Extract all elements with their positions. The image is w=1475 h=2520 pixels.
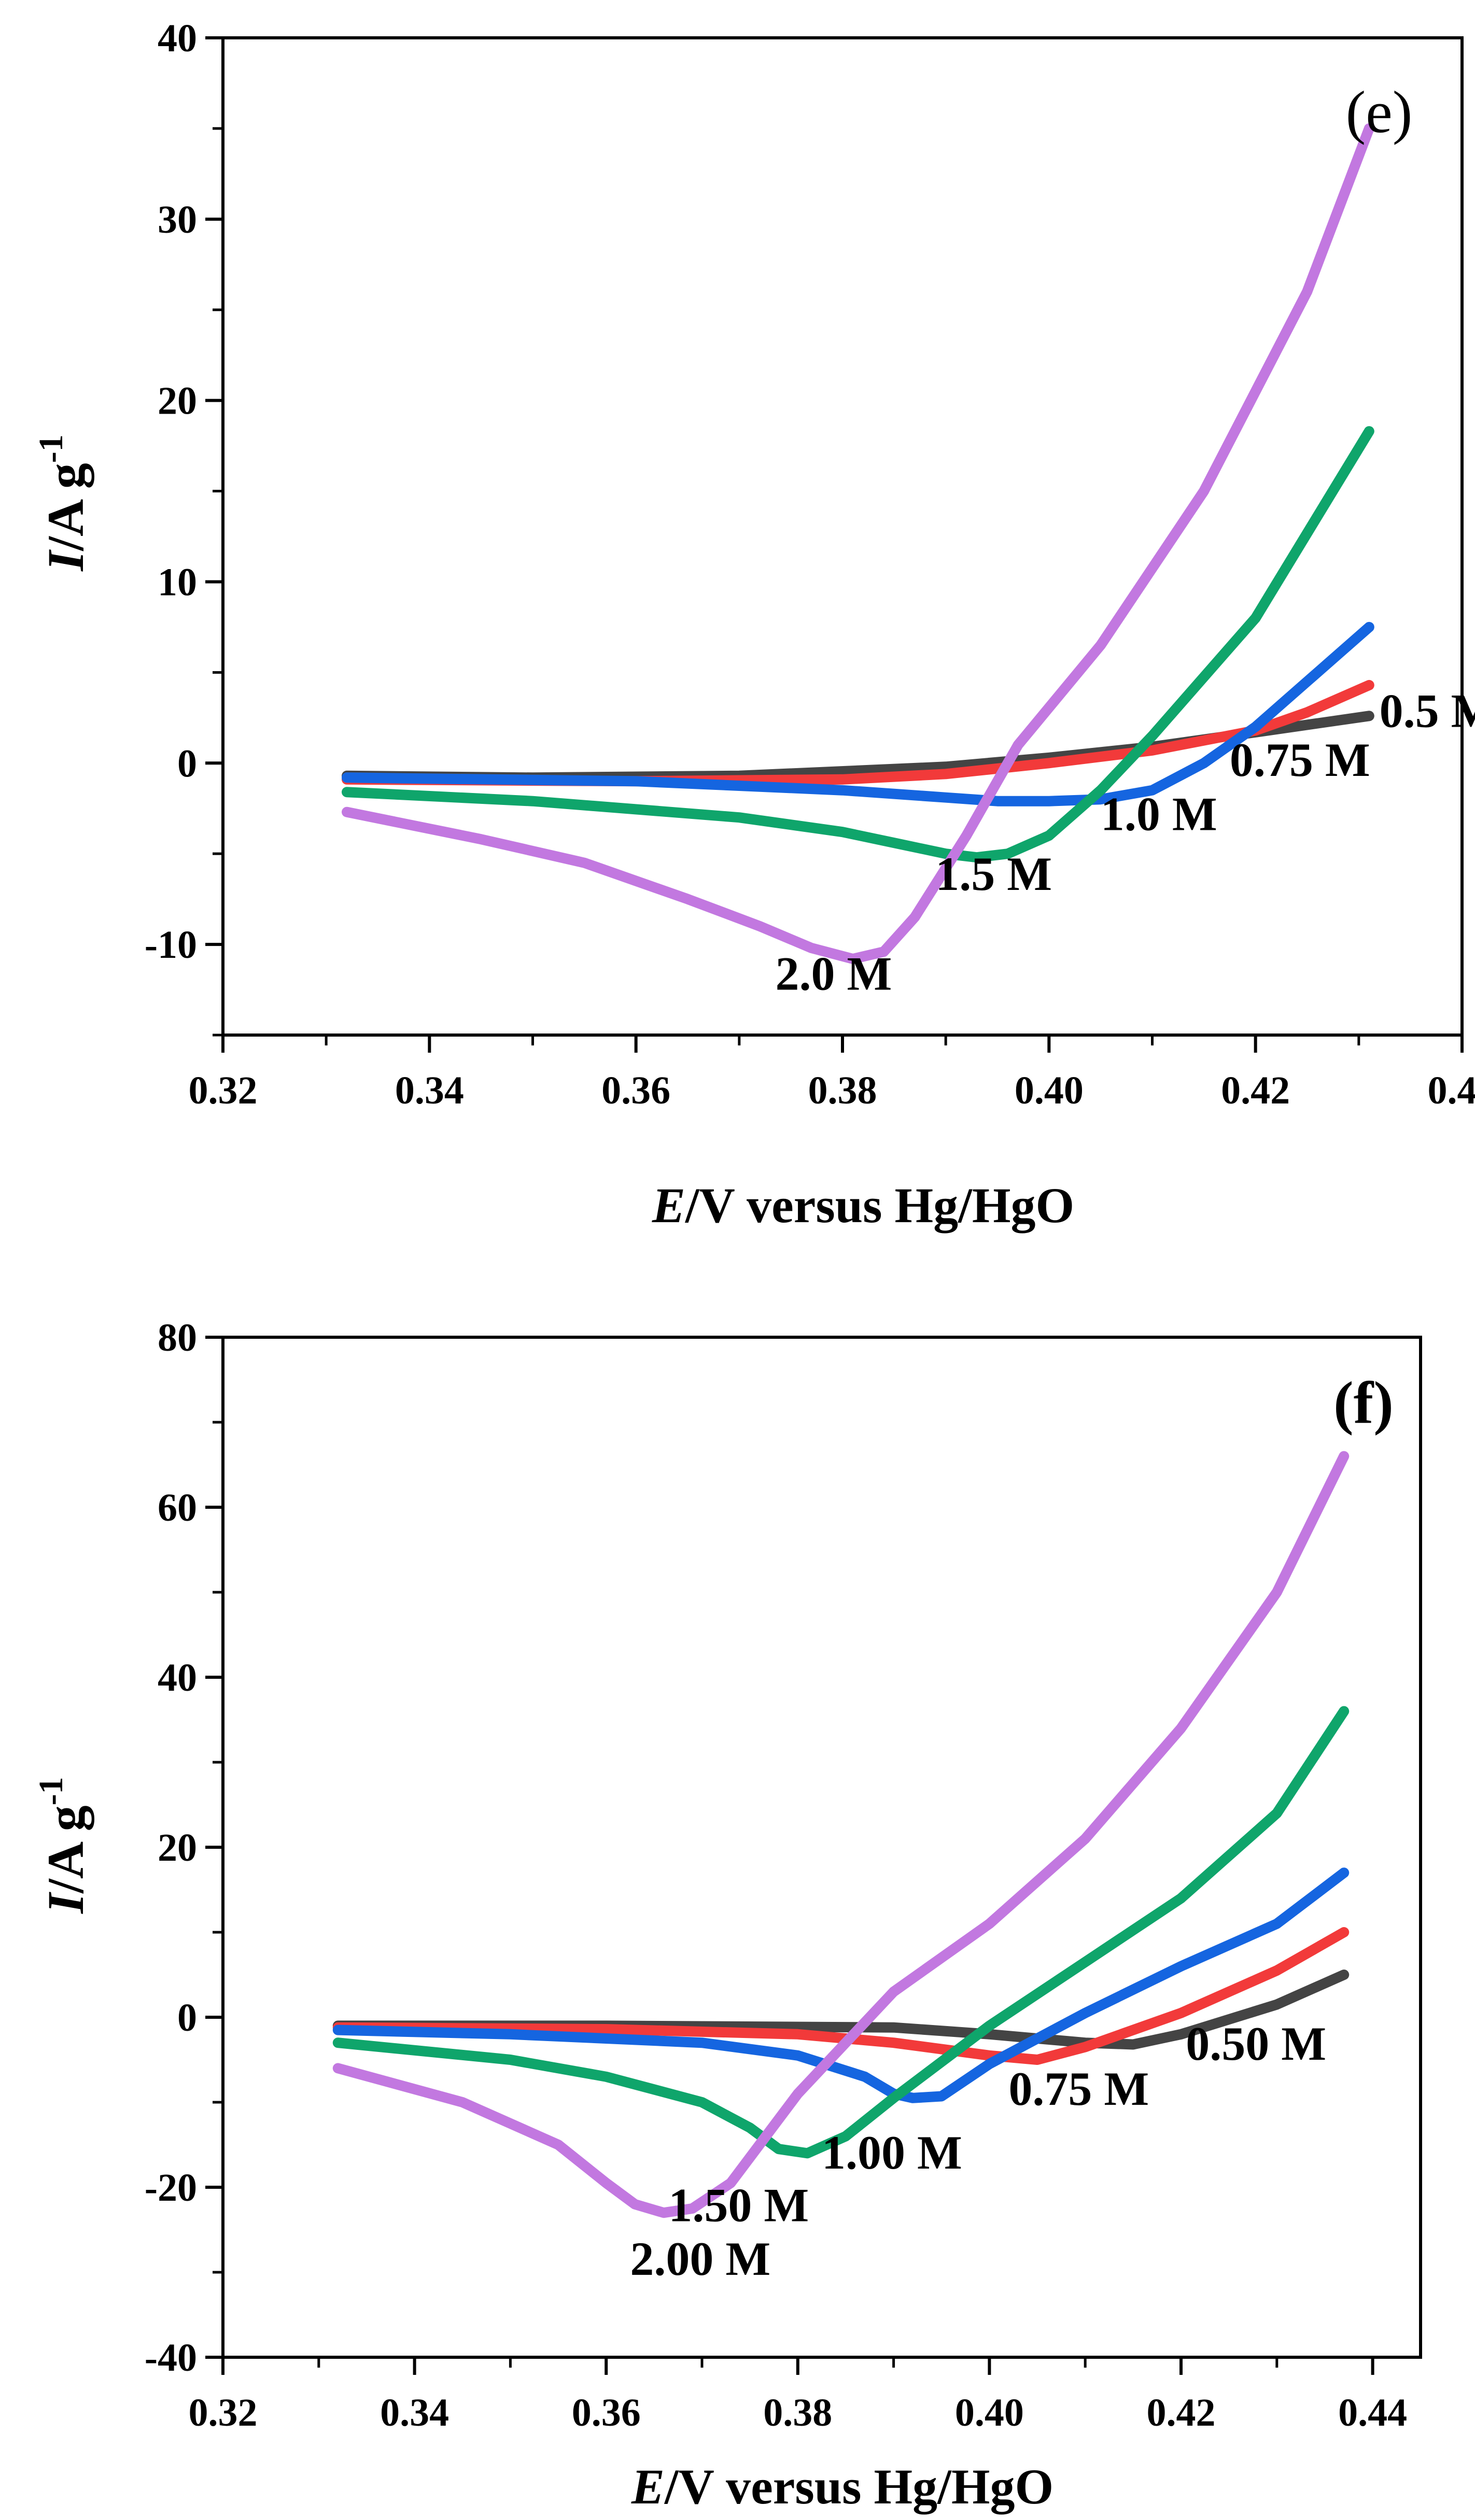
x-tick-label: 0.44 [1428, 1069, 1475, 1112]
label-1-0-m: 1.0 M [1101, 788, 1217, 841]
label-0-5-m: 0.5 M [1380, 684, 1475, 737]
x-tick-label: 0.36 [572, 2391, 641, 2434]
x-axis-title-symbol: E [652, 1178, 685, 1233]
x-tick-label: 0.34 [395, 1069, 464, 1112]
y-axis-title-text: /A g [37, 1805, 94, 1893]
x-tick-label: 0.38 [763, 2391, 832, 2434]
y-tick-label: 20 [158, 379, 197, 423]
panel-e: 0.32 0.34 0.36 0.38 0.40 0.42 0.44 -10 0 10 20 30 40… [32, 17, 1475, 1233]
label-0-75-m: 0.75 M [1008, 2062, 1149, 2115]
y-tick-label: 80 [158, 1316, 197, 1360]
x-tick-label: 0.36 [601, 1069, 670, 1112]
x-tick-label: 0.32 [189, 1069, 258, 1112]
label-0-75-m: 0.75 M [1230, 733, 1370, 786]
y-tick-label: 20 [158, 1826, 197, 1870]
series-line-0-5-m [347, 716, 1369, 777]
x-tick-label: 0.44 [1338, 2391, 1407, 2434]
label-1-50-m: 1.50 M [668, 2179, 809, 2232]
y-tick-label: -20 [145, 2166, 197, 2210]
y-tick-label: 30 [158, 198, 197, 242]
series-line-1-50-m [338, 1711, 1344, 2154]
panel-f: 0.32 0.34 0.36 0.38 0.40 0.42 0.44 -40 -20 0 20 40 6… [32, 1316, 1421, 2514]
plot-frame [223, 38, 1462, 1035]
y-tick-label: 10 [158, 560, 197, 604]
panel-label: (e) [1346, 79, 1413, 146]
y-tick-label: -10 [145, 923, 197, 967]
y-tick-label: 40 [158, 17, 197, 60]
x-axis-title-symbol: E [631, 2459, 665, 2514]
panel-label: (f) [1333, 1370, 1394, 1436]
y-axis-title-symbol: I [37, 549, 94, 572]
x-axis-title-text: /V versus Hg/HgO [685, 1178, 1074, 1233]
y-tick-label: 40 [158, 1656, 197, 1700]
x-tick-label: 0.40 [1015, 1069, 1084, 1112]
x-axis-title-text: /V versus Hg/HgO [664, 2459, 1053, 2514]
series-line-2-00-m [338, 1456, 1344, 2213]
x-axis-title: E/V versus Hg/HgO [631, 2459, 1053, 2514]
y-axis-title-superscript: -1 [32, 434, 70, 463]
label-2-0-m: 2.0 M [776, 947, 892, 1000]
x-tick-label: 0.42 [1147, 2391, 1216, 2434]
y-tick-label: 60 [158, 1486, 197, 1530]
label-1-00-m: 1.00 M [822, 2126, 962, 2179]
y-axis-title-text: /A g [37, 463, 94, 551]
label-2-00-m: 2.00 M [630, 2232, 770, 2285]
y-axis-title-symbol: I [37, 1892, 94, 1914]
y-axis-title-superscript: -1 [32, 1777, 70, 1805]
x-tick-label: 0.34 [380, 2391, 449, 2434]
x-tick-label: 0.32 [189, 2391, 258, 2434]
y-tick-label: 0 [177, 742, 197, 785]
y-axis-title: I/A g-1 [32, 1777, 94, 1914]
x-tick-label: 0.38 [808, 1069, 877, 1112]
y-axis-title: I/A g-1 [32, 434, 94, 571]
x-axis-title: E/V versus Hg/HgO [652, 1178, 1074, 1233]
label-0-50-m: 0.50 M [1186, 2017, 1326, 2070]
x-tick-label: 0.40 [955, 2391, 1024, 2434]
label-1-5-m: 1.5 M [935, 847, 1052, 900]
y-tick-label: 0 [177, 1996, 197, 2040]
x-tick-label: 0.42 [1221, 1069, 1290, 1112]
y-tick-label: -40 [145, 2336, 197, 2380]
